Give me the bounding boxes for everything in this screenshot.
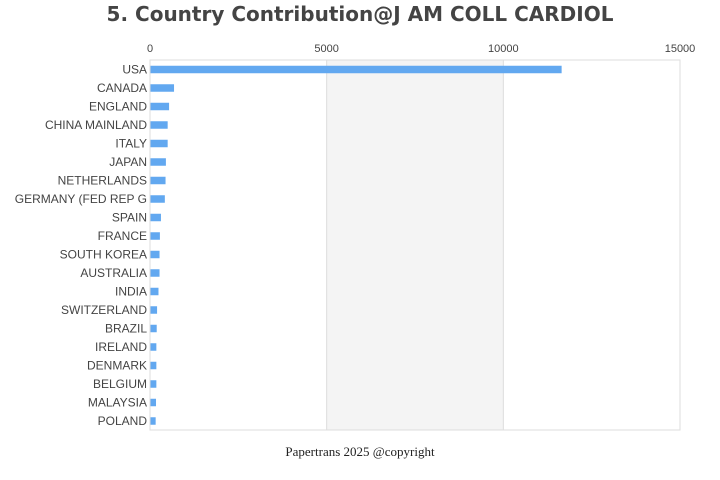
x-tick-label: 10000 — [488, 43, 519, 55]
bar — [150, 158, 166, 166]
category-label: BRAZIL — [105, 322, 147, 336]
plot-border — [149, 59, 681, 431]
category-label: DENMARK — [87, 359, 147, 373]
x-tick-label: 5000 — [314, 43, 338, 55]
bar — [150, 176, 166, 185]
category-label: SWITZERLAND — [61, 303, 147, 317]
bar — [150, 195, 165, 203]
bar — [150, 380, 157, 388]
category-label: BELGIUM — [93, 377, 147, 391]
category-label: MALAYSIA — [88, 396, 147, 410]
bar — [150, 269, 160, 277]
bar — [150, 139, 168, 148]
grid-band — [326, 60, 504, 430]
category-label: ITALY — [115, 137, 147, 151]
plot-bands — [326, 60, 504, 430]
bar — [150, 121, 168, 129]
chart-title: 5. Country Contribution@J AM COLL CARDIO… — [106, 2, 614, 26]
bar — [150, 232, 160, 240]
bar — [150, 343, 157, 351]
bar — [150, 287, 159, 296]
footer-copyright: Papertrans 2025 @copyright — [285, 444, 435, 459]
category-label: GERMANY (FED REP G — [15, 192, 147, 206]
category-label: SPAIN — [112, 211, 147, 225]
bar — [150, 65, 562, 74]
bar — [150, 417, 156, 425]
category-label: INDIA — [115, 285, 147, 299]
category-label: FRANCE — [98, 229, 147, 243]
category-label: AUSTRALIA — [80, 266, 147, 280]
category-labels: USA CANADA ENGLAND CHINA MAINLAND ITALY JAPAN… — [15, 63, 148, 429]
bar — [150, 213, 161, 222]
bar — [150, 84, 175, 92]
bar — [150, 250, 160, 259]
category-label: IRELAND — [95, 340, 147, 354]
category-label: USA — [122, 63, 147, 77]
x-axis-ticks: 0 5000 10000 15000 — [147, 43, 695, 55]
category-label: NETHERLANDS — [58, 174, 147, 188]
x-tick-label: 0 — [147, 43, 153, 55]
category-label: CHINA MAINLAND — [45, 118, 147, 132]
category-label: JAPAN — [109, 155, 147, 169]
x-tick-label: 15000 — [665, 43, 696, 55]
category-label: SOUTH KOREA — [60, 248, 147, 262]
bars — [150, 65, 562, 425]
bar — [150, 102, 170, 111]
category-label: CANADA — [97, 81, 147, 95]
bar — [150, 361, 157, 370]
category-label: ENGLAND — [89, 100, 147, 114]
bar — [150, 306, 158, 314]
bar — [150, 398, 157, 407]
bar — [150, 324, 157, 333]
category-label: POLAND — [98, 414, 148, 428]
